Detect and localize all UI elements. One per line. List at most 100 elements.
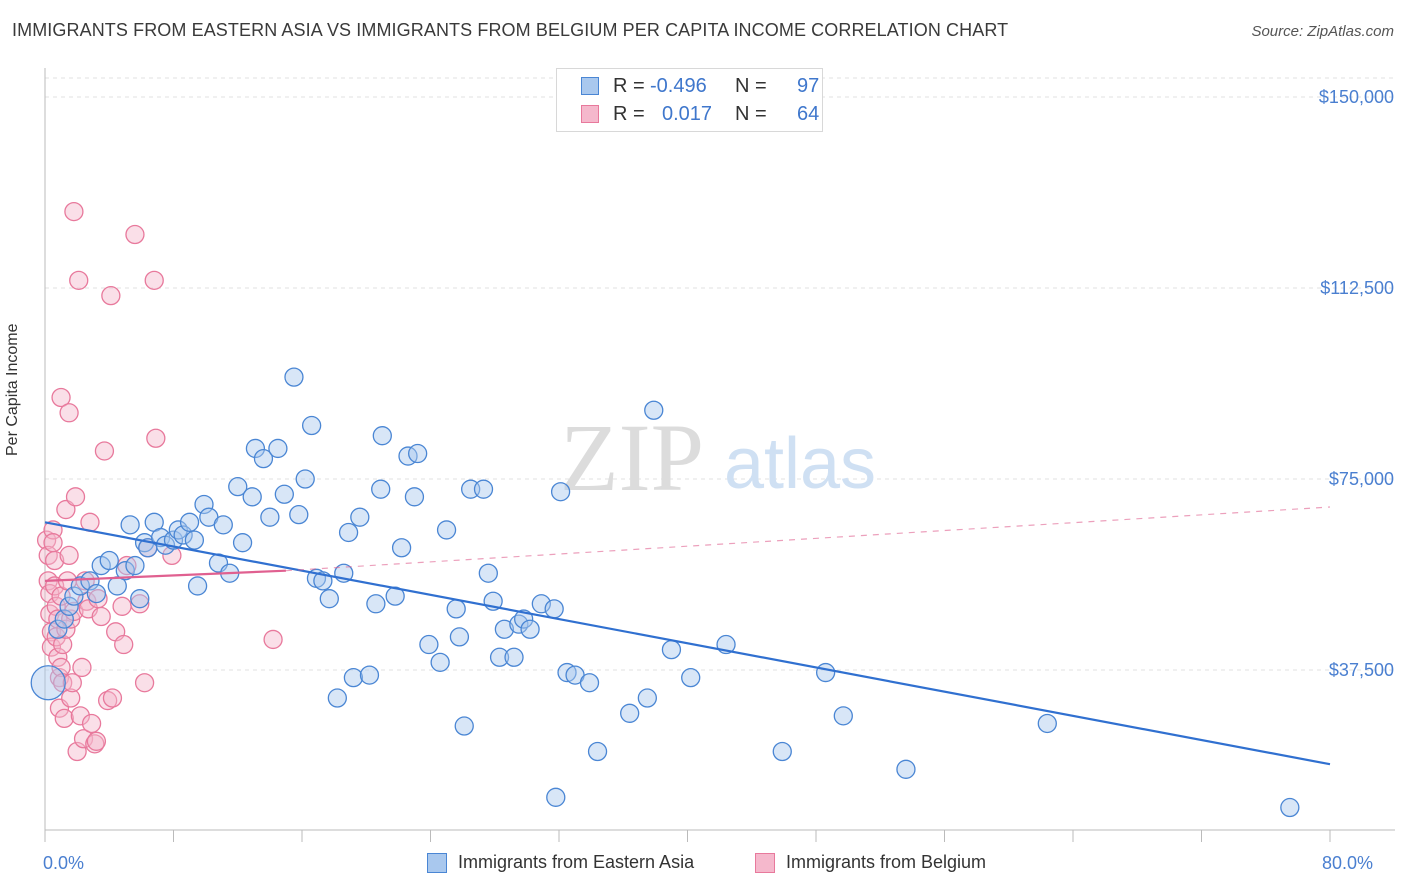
data-point [59, 545, 79, 566]
data-point [478, 563, 498, 583]
data-point [391, 538, 412, 558]
n-label: N = [735, 103, 767, 125]
data-point [446, 599, 466, 619]
data-point [301, 415, 322, 436]
data-point [1280, 797, 1300, 818]
source-label: Source: ZipAtlas.com [1251, 23, 1394, 40]
data-point [473, 479, 494, 499]
data-point [319, 589, 339, 609]
y-tick-label: $112,500 [1320, 278, 1394, 298]
data-point [343, 667, 364, 688]
x-tick-label: 0.0% [43, 853, 85, 873]
data-point [232, 533, 253, 553]
data-point [51, 657, 71, 678]
pink-swatch [755, 853, 775, 873]
data-point [115, 561, 135, 581]
data-point [146, 428, 166, 448]
data-point [53, 634, 73, 655]
x-tick-label: 80.0% [1322, 853, 1374, 873]
trend-lines [44, 506, 1331, 766]
data-point [41, 637, 62, 657]
data-point [70, 706, 90, 726]
eastern-asia-points [30, 367, 1300, 818]
data-point [260, 507, 280, 527]
data-point [550, 482, 571, 502]
data-point [681, 667, 701, 688]
chart-title: IMMIGRANTS FROM EASTERN ASIA VS IMMIGRAN… [12, 20, 1009, 40]
data-point [419, 634, 439, 655]
correlation-legend: R = -0.496 N = 97 R = 0.017 N = 64 [556, 68, 823, 132]
watermark: ZIP atlas [560, 404, 876, 511]
data-point [404, 487, 425, 507]
data-point [289, 505, 309, 525]
data-point [86, 731, 107, 751]
data-point [407, 443, 428, 464]
data-point [620, 703, 640, 723]
data-point [120, 515, 140, 535]
data-point [520, 619, 540, 639]
pink-swatch [581, 105, 599, 123]
r-label: R = [613, 75, 645, 97]
data-point [587, 741, 608, 762]
belgium-trend-extension [285, 506, 1331, 572]
y-tick-label: $37,500 [1328, 660, 1394, 680]
data-point [48, 619, 68, 639]
data-point [228, 476, 248, 497]
data-point [514, 609, 534, 629]
data-point [86, 583, 107, 604]
data-point [546, 787, 566, 807]
data-point [81, 713, 102, 734]
data-point [637, 688, 657, 708]
data-point [372, 426, 392, 446]
blue-swatch [427, 853, 447, 873]
data-point [327, 688, 347, 708]
data-point [644, 400, 664, 420]
r-value: 0.017 [662, 103, 713, 125]
data-point [130, 594, 150, 614]
data-point [102, 688, 123, 708]
data-point [242, 487, 262, 507]
eastern-asia-trend-line [44, 521, 1331, 766]
data-point [489, 647, 510, 667]
data-point [70, 576, 90, 596]
data-point [245, 438, 266, 459]
data-point [179, 512, 200, 532]
data-point [494, 619, 515, 639]
axes [44, 68, 1395, 842]
data-point [661, 639, 682, 660]
data-point [144, 270, 164, 291]
data-point [253, 448, 274, 469]
data-point [65, 487, 86, 507]
data-point [62, 673, 82, 693]
data-point [350, 507, 370, 527]
data-point [284, 367, 304, 387]
data-point [99, 550, 119, 571]
data-point [436, 520, 457, 540]
data-point [268, 438, 288, 459]
data-point [815, 662, 836, 683]
data-point [38, 545, 58, 566]
data-point [1037, 713, 1057, 734]
legend-label: Immigrants from Belgium [786, 852, 987, 872]
data-point [896, 759, 916, 779]
legend-label: Immigrants from Eastern Asia [458, 852, 695, 872]
data-point [125, 555, 145, 576]
data-point [366, 594, 386, 614]
data-point [61, 688, 81, 708]
data-point [430, 652, 450, 673]
data-point [449, 627, 470, 647]
data-point [56, 499, 76, 520]
data-point [454, 716, 474, 736]
r-label: R = [613, 103, 645, 125]
grid-lines [45, 77, 1395, 671]
y-tick-label: $75,000 [1328, 469, 1394, 489]
data-point [59, 403, 79, 423]
data-point [91, 606, 111, 627]
data-point [213, 515, 233, 535]
data-point [579, 673, 600, 693]
data-point [59, 596, 79, 616]
data-point [56, 619, 76, 639]
data-point [54, 609, 74, 629]
data-point [295, 469, 315, 489]
